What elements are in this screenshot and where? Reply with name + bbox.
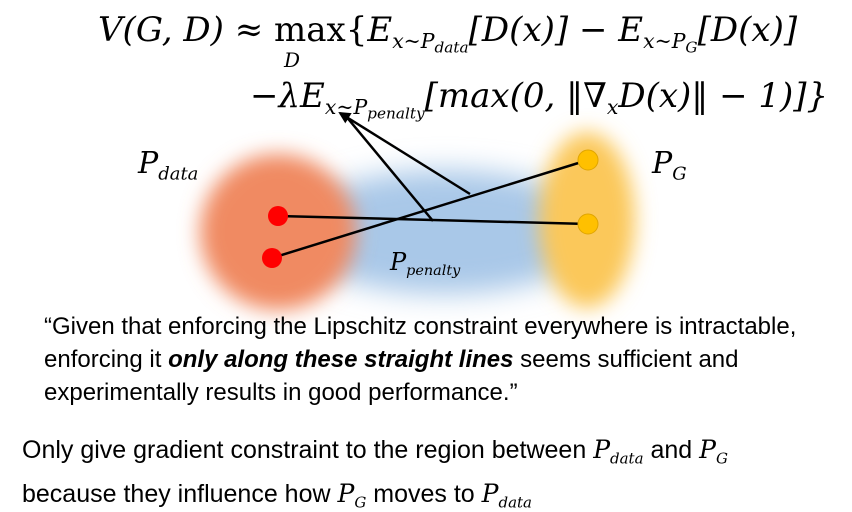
explanation-m2-sub: G	[715, 449, 728, 468]
formula-line-1: V(G, D) ≈ max D {Ex~Pdata[D(x)] − Ex~PG[D(…	[98, 10, 798, 72]
pdata-label-base: P	[138, 146, 159, 181]
explanation-text-3: because they influence how	[22, 480, 338, 509]
formula-line2-body-a: [max(0, ‖∇	[424, 76, 607, 116]
explanation-text: Only give gradient constraint to the reg…	[22, 432, 842, 512]
formula-e1: E	[367, 10, 393, 50]
ppenalty-label: Ppenalty	[390, 248, 460, 279]
formula-line2-body-b: D(x)‖ − 1)]}	[618, 76, 829, 116]
explanation-m4-sub: data	[498, 493, 532, 512]
formula-e2-sub: x~P	[643, 29, 686, 54]
pdata-region	[200, 154, 356, 310]
pg-sample-point-2	[577, 213, 599, 235]
formula-d1: [D(x)]	[468, 10, 569, 50]
formula-lhs: V(G, D)	[98, 10, 224, 50]
pg-sample-point-1	[577, 149, 599, 171]
explanation-text-4: moves to	[366, 480, 482, 509]
formula-line-2: −λEx~Ppenalty[max(0, ‖∇xD(x)‖ − 1)]}	[250, 76, 828, 134]
explanation-m1-base: P	[593, 435, 611, 464]
explanation-m1: Pdata	[593, 435, 644, 468]
formula-nabla-sub: x	[606, 95, 619, 120]
ppenalty-label-base: P	[390, 248, 407, 276]
explanation-m4: Pdata	[481, 479, 532, 511]
quote-part-1: “Given that enforcing the Lipschitz cons…	[44, 313, 797, 373]
pointer-arrow-2	[344, 114, 434, 222]
paper-quote: “Given that enforcing the Lipschitz cons…	[44, 310, 834, 409]
explanation-m3-base: P	[337, 479, 355, 509]
pg-label-base: P	[652, 146, 673, 181]
formula-e1-sub: x~P	[392, 29, 435, 54]
explanation-m3-sub: G	[354, 493, 367, 512]
pg-label: PG	[652, 146, 687, 184]
formula-e2-subsub: G	[685, 38, 698, 57]
formula-e3-subsub: penalty	[367, 104, 425, 123]
formula-e2: E	[618, 10, 644, 50]
pg-label-sub: G	[672, 163, 687, 185]
formula-approx: ≈	[234, 10, 264, 50]
explanation-text-2: and	[643, 436, 700, 464]
explanation-m1-sub: data	[610, 449, 644, 468]
formula-e1-subsub: data	[434, 38, 469, 57]
quote-part-2: seems sufficient and experimentally resu…	[44, 346, 739, 406]
ppenalty-region	[290, 170, 600, 294]
explanation-m2: PG	[699, 435, 728, 468]
formula-max-sub: D	[284, 48, 301, 72]
explanation-m2-base: P	[699, 435, 716, 464]
explanation-text-1: Only give gradient constraint to the reg…	[22, 436, 594, 464]
connecting-line-lower	[271, 158, 589, 260]
quote-emphasis: only along these straight lines	[168, 346, 514, 373]
formula-line2-prefix: −λE	[250, 76, 325, 116]
pdata-sample-point-2	[262, 248, 282, 268]
formula-d2: [D(x)]	[697, 10, 798, 50]
formula-max: max D	[274, 10, 346, 72]
pdata-label-sub: data	[158, 163, 199, 185]
explanation-m4-base: P	[481, 479, 499, 509]
formula-minus: −	[578, 10, 608, 50]
explanation-m3: PG	[337, 479, 367, 511]
formula-max-op: max	[274, 10, 346, 50]
pdata-sample-point-1	[268, 206, 288, 226]
pointer-arrow-1	[338, 111, 471, 196]
ppenalty-label-sub: penalty	[406, 263, 461, 280]
pdata-label: Pdata	[138, 146, 198, 184]
